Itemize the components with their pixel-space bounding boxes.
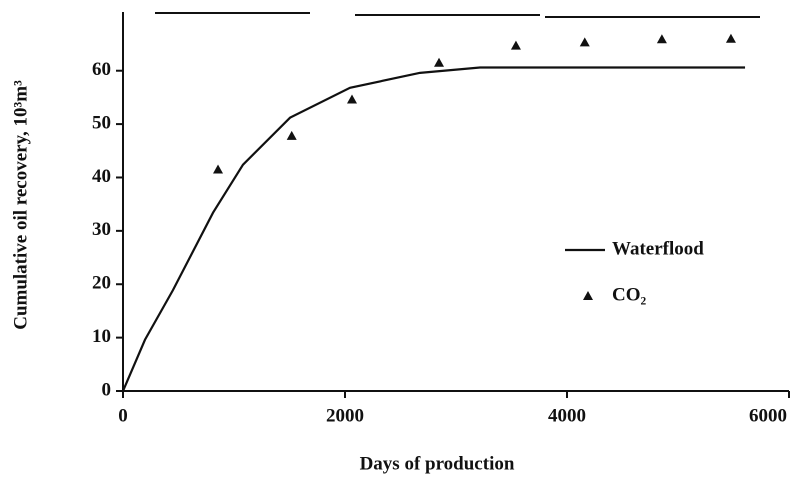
marker bbox=[510, 40, 521, 50]
y-tick-label: 50 bbox=[92, 112, 111, 133]
y-axis-label: Cumulative oil recovery, 10³m³ bbox=[10, 80, 31, 330]
marker bbox=[346, 94, 357, 104]
y-tick-label: 60 bbox=[92, 59, 111, 80]
marker bbox=[434, 57, 445, 67]
y-tick-label: 20 bbox=[92, 273, 111, 294]
x-axis-label: Days of production bbox=[360, 453, 515, 474]
y-tick-label: 10 bbox=[92, 326, 111, 347]
x-tick-label: 2000 bbox=[326, 405, 364, 426]
marker bbox=[656, 34, 667, 44]
marker bbox=[725, 33, 736, 43]
y-tick-label: 0 bbox=[102, 379, 112, 400]
x-tick-label: 4000 bbox=[548, 405, 586, 426]
line bbox=[121, 66, 746, 392]
y-tick-label: 30 bbox=[92, 219, 111, 240]
legend-label: Waterflood bbox=[612, 238, 704, 259]
marker bbox=[579, 37, 590, 47]
marker bbox=[286, 130, 297, 140]
x-tick-label: 6000 bbox=[749, 405, 787, 426]
y-tick-label: 40 bbox=[92, 166, 111, 187]
legend-label: CO₂ bbox=[612, 284, 647, 305]
marker bbox=[213, 164, 224, 174]
legend-marker bbox=[583, 291, 593, 300]
x-tick-label: 0 bbox=[118, 405, 128, 426]
